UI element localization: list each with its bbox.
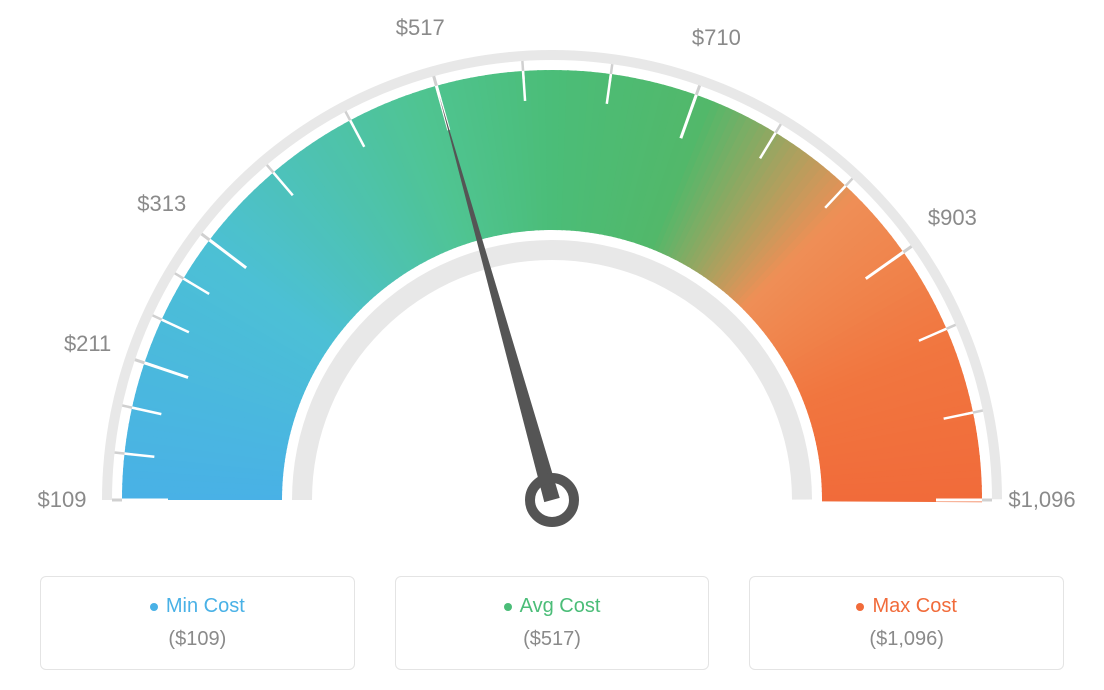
legend-card-max: Max Cost ($1,096) [749,576,1064,670]
legend-row: Min Cost ($109) Avg Cost ($517) Max Cost… [0,576,1104,670]
legend-title-label: Min Cost [166,595,245,618]
legend-title-min: Min Cost [150,595,245,618]
gauge-tick-label: $313 [137,191,186,217]
gauge-svg [0,0,1104,560]
gauge-tick-label: $109 [38,487,87,513]
legend-title-label: Max Cost [872,595,956,618]
gauge-tick-label: $903 [928,205,977,231]
gauge-chart: $109 $211 $313 $517 $710 $903 $1,096 [0,0,1104,560]
dot-icon [150,603,158,611]
legend-title-max: Max Cost [856,595,956,618]
legend-value-max: ($1,096) [762,628,1051,651]
gauge-tick-label: $1,096 [1008,487,1075,513]
dot-icon [504,603,512,611]
legend-value-min: ($109) [53,628,342,651]
gauge-tick-label: $517 [396,15,445,41]
legend-card-avg: Avg Cost ($517) [395,576,710,670]
gauge-tick-label: $710 [692,25,741,51]
legend-title-avg: Avg Cost [504,595,601,618]
gauge-tick-label: $211 [64,331,111,357]
legend-title-label: Avg Cost [520,595,601,618]
legend-value-avg: ($517) [408,628,697,651]
dot-icon [856,603,864,611]
legend-card-min: Min Cost ($109) [40,576,355,670]
